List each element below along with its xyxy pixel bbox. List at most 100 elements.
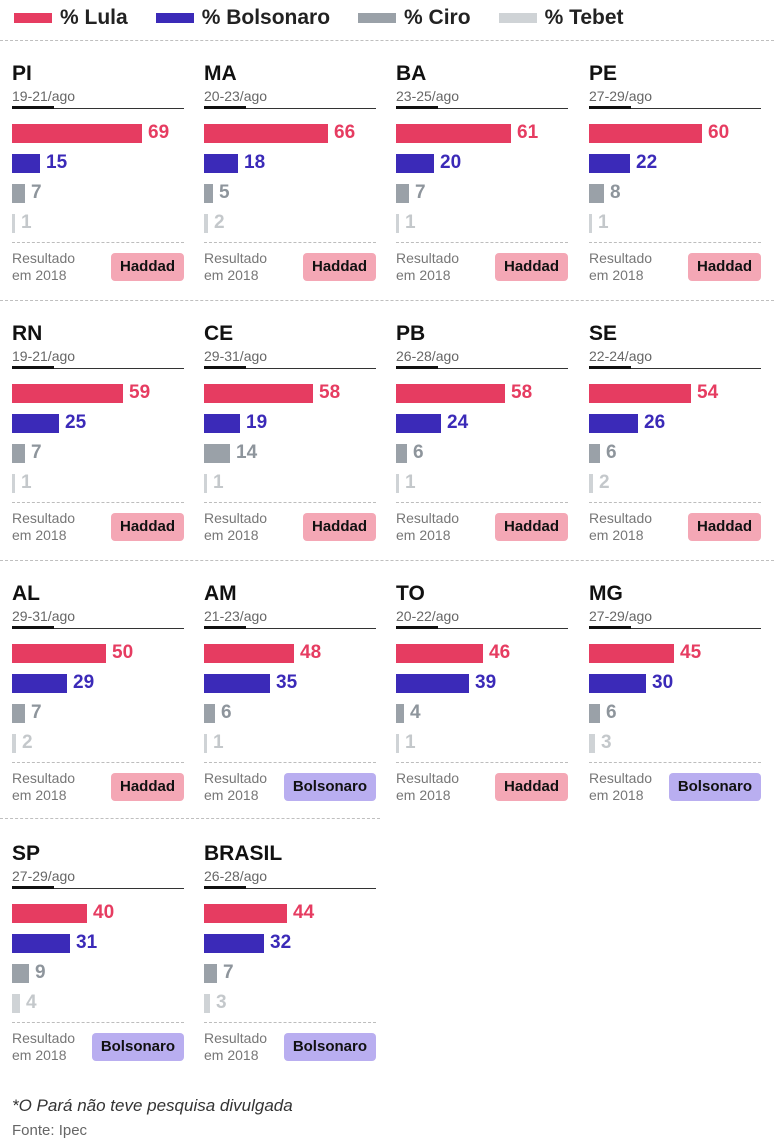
bar-bolsonaro: [396, 673, 469, 693]
value-label-lula: 69: [148, 122, 170, 143]
bar-row-lula: 40: [12, 902, 114, 924]
value-label-lula: 60: [708, 122, 730, 143]
state-name: BA: [396, 62, 427, 85]
bar-row-ciro: 4: [396, 702, 421, 724]
header-rule-accent: [396, 626, 438, 629]
result-badge: Haddad: [110, 253, 184, 281]
bar-group: 50 29 7 2: [12, 642, 184, 762]
header-rule-accent: [589, 366, 631, 369]
state-name: PE: [589, 62, 618, 85]
value-label-bolsonaro: 20: [440, 152, 462, 173]
panel-sp: SP 27-29/ago 40 31 9 4 Resultado em 2018 Bolson…: [12, 842, 184, 1082]
bar-group: 44 32 7 3: [204, 902, 376, 1022]
result-divider: [12, 762, 184, 763]
bar-row-ciro: 7: [396, 182, 426, 204]
header-rule-accent: [204, 626, 246, 629]
bar-row-lula: 59: [12, 382, 150, 404]
value-label-ciro: 6: [221, 702, 232, 723]
bar-row-bolsonaro: 15: [12, 152, 67, 174]
result-divider: [396, 502, 568, 503]
result-label: Resultado em 2018: [204, 770, 268, 803]
value-label-ciro: 5: [219, 182, 230, 203]
header-rule: [396, 108, 568, 109]
result-label: Resultado em 2018: [204, 250, 268, 283]
header-rule-accent: [12, 886, 54, 889]
result-badge: Haddad: [110, 773, 184, 801]
bar-lula: [589, 643, 674, 663]
bar-row-ciro: 6: [204, 702, 232, 724]
result-divider: [204, 502, 376, 503]
value-label-bolsonaro: 18: [244, 152, 266, 173]
header-rule: [204, 108, 376, 109]
footnote: *O Pará não teve pesquisa divulgada: [12, 1096, 293, 1115]
bar-bolsonaro: [589, 673, 646, 693]
value-label-lula: 46: [489, 642, 511, 663]
survey-date: 26-28/ago: [396, 348, 460, 364]
bar-row-lula: 44: [204, 902, 314, 924]
value-label-tebet: 1: [405, 732, 416, 753]
chart-legend: % Lula % Bolsonaro % Ciro % Tebet: [14, 4, 652, 32]
bar-lula: [589, 383, 691, 403]
survey-date: 20-22/ago: [396, 608, 460, 624]
bar-lula: [12, 643, 106, 663]
result-divider: [589, 502, 761, 503]
bar-group: 59 25 7 1: [12, 382, 184, 502]
bar-row-bolsonaro: 22: [589, 152, 657, 174]
value-label-tebet: 3: [216, 992, 227, 1013]
bar-bolsonaro: [204, 673, 270, 693]
bar-bolsonaro: [204, 933, 264, 953]
bar-ciro: [396, 183, 409, 203]
state-name: AL: [12, 582, 40, 605]
result-label: Resultado em 2018: [12, 1030, 76, 1063]
bar-row-ciro: 6: [589, 442, 617, 464]
bar-row-ciro: 5: [204, 182, 230, 204]
bar-row-tebet: 4: [12, 992, 37, 1014]
value-label-lula: 44: [293, 902, 315, 923]
state-name: AM: [204, 582, 237, 605]
state-name: TO: [396, 582, 425, 605]
bar-group: 58 19 14 1: [204, 382, 376, 502]
value-label-tebet: 1: [213, 472, 224, 493]
result-badge: Haddad: [302, 253, 376, 281]
bar-group: 54 26 6 2: [589, 382, 761, 502]
bar-row-lula: 69: [12, 122, 169, 144]
survey-date: 21-23/ago: [204, 608, 268, 624]
bar-row-bolsonaro: 32: [204, 932, 291, 954]
bar-row-tebet: 3: [589, 732, 612, 754]
bar-bolsonaro: [12, 933, 70, 953]
value-label-tebet: 2: [214, 212, 225, 233]
bar-row-ciro: 6: [396, 442, 424, 464]
value-label-tebet: 2: [599, 472, 610, 493]
value-label-bolsonaro: 15: [46, 152, 68, 173]
bar-bolsonaro: [396, 153, 434, 173]
panel-brasil: BRASIL 26-28/ago 44 32 7 3 Resultado em 2018 Bo…: [204, 842, 376, 1082]
survey-date: 23-25/ago: [396, 88, 460, 104]
bar-ciro: [12, 703, 25, 723]
legend-item-ciro: % Ciro: [358, 6, 471, 30]
result-divider: [204, 242, 376, 243]
result-badge: Haddad: [494, 773, 568, 801]
state-name: MG: [589, 582, 623, 605]
result-label: Resultado em 2018: [589, 510, 653, 543]
header-rule: [204, 628, 376, 629]
header-rule-accent: [12, 106, 54, 109]
panel-al: AL 29-31/ago 50 29 7 2 Resultado em 2018 Haddad: [12, 582, 184, 822]
value-label-lula: 48: [300, 642, 322, 663]
result-label: Resultado em 2018: [396, 770, 460, 803]
panel-ma: MA 20-23/ago 66 18 5 2 Resultado em 2018 Haddad: [204, 62, 376, 302]
result-divider: [396, 242, 568, 243]
bar-tebet: [396, 733, 399, 753]
value-label-bolsonaro: 31: [76, 932, 98, 953]
header-rule: [12, 888, 184, 889]
survey-date: 27-29/ago: [12, 868, 76, 884]
bar-row-tebet: 2: [12, 732, 33, 754]
value-label-bolsonaro: 19: [246, 412, 268, 433]
bar-row-ciro: 7: [12, 182, 42, 204]
value-label-bolsonaro: 35: [276, 672, 298, 693]
value-label-lula: 40: [93, 902, 115, 923]
value-label-tebet: 1: [598, 212, 609, 233]
header-rule: [204, 368, 376, 369]
result-divider: [204, 762, 376, 763]
bar-lula: [204, 123, 328, 143]
bar-row-bolsonaro: 39: [396, 672, 496, 694]
